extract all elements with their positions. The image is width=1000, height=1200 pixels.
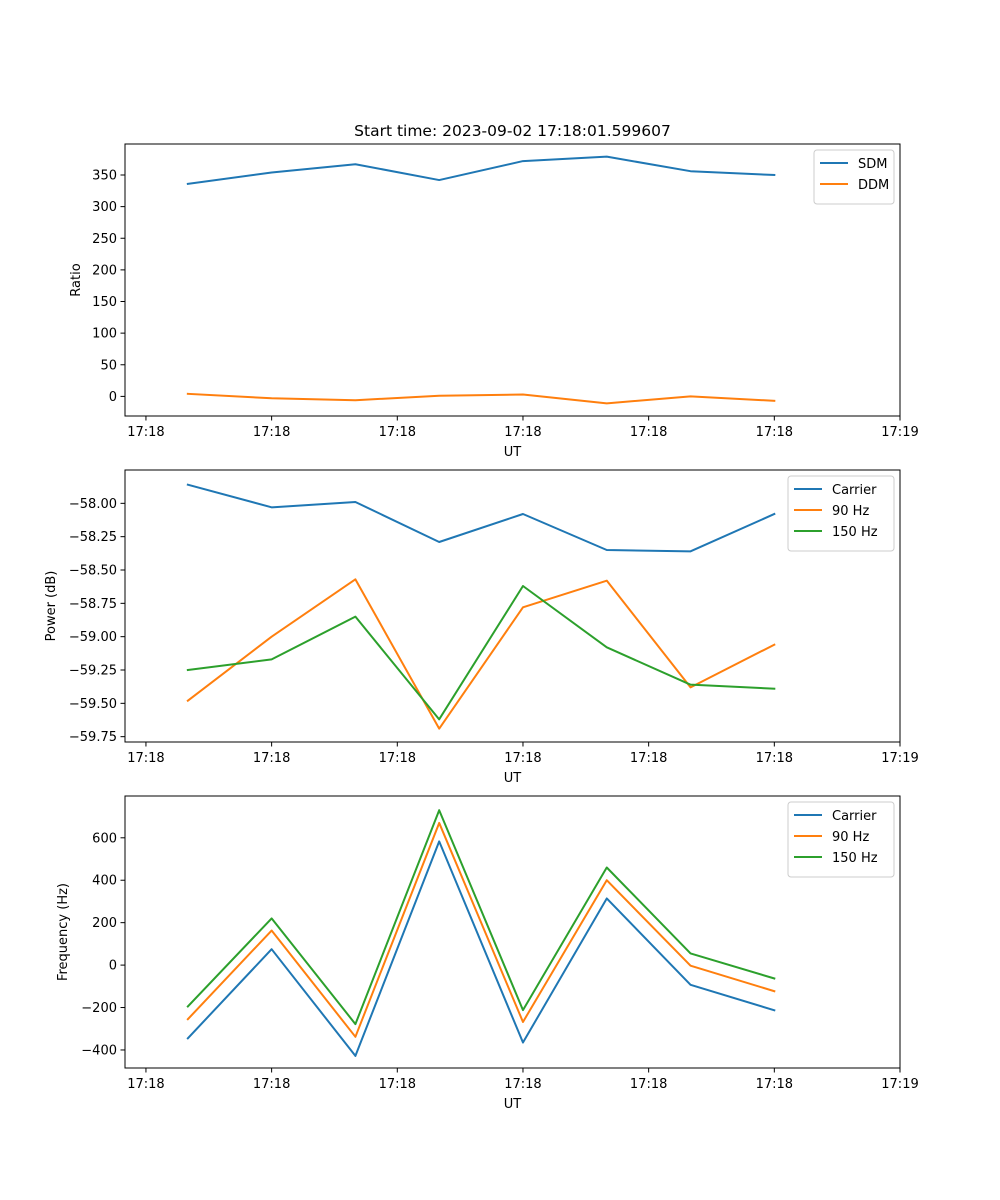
- y-tick-label: 150: [92, 295, 117, 310]
- y-tick-label: −400: [81, 1043, 117, 1058]
- x-tick-label: 17:18: [756, 1077, 793, 1092]
- y-axis-label: Frequency (Hz): [56, 883, 71, 981]
- x-tick-label: 17:18: [379, 751, 416, 766]
- x-tick-label: 17:18: [504, 751, 541, 766]
- x-axis-label: UT: [504, 445, 522, 460]
- series-line-150-hz: [186, 809, 776, 1026]
- axes-frame: [124, 795, 901, 1069]
- legend-label: 90 Hz: [832, 504, 869, 519]
- y-tick-label: 50: [100, 358, 117, 373]
- y-tick-label: 400: [92, 874, 117, 889]
- legend-label: 90 Hz: [832, 830, 869, 845]
- y-tick-label: −59.50: [69, 697, 117, 712]
- y-tick-label: 100: [92, 327, 117, 342]
- x-tick-label: 17:18: [630, 425, 667, 440]
- series-line-sdm: [186, 155, 776, 185]
- y-tick-label: −59.25: [69, 664, 117, 679]
- x-tick-label: 17:18: [756, 425, 793, 440]
- y-tick-label: 600: [92, 831, 117, 846]
- x-tick-label: 17:18: [630, 751, 667, 766]
- x-tick-label: 17:18: [379, 425, 416, 440]
- y-tick-label: −58.00: [69, 497, 117, 512]
- axes-frame: [124, 143, 901, 417]
- x-tick-label: 17:18: [127, 1077, 164, 1092]
- y-tick-label: −58.75: [69, 597, 117, 612]
- legend: Carrier 90 Hz 150 Hz: [787, 475, 895, 552]
- legend: SDM DDM: [813, 149, 895, 205]
- panel-2: 17:18 17:18 17:18 17:18 17:18 17:18 17:19 −58.0…: [44, 469, 919, 786]
- legend-label: SDM: [858, 157, 887, 172]
- x-tick-label: 17:18: [127, 425, 164, 440]
- legend-label: 150 Hz: [832, 851, 878, 866]
- panel-1: 17:18 17:18 17:18 17:18 17:18 17:18 17:19 0 50 10…: [69, 122, 919, 460]
- y-tick-label: 250: [92, 232, 117, 247]
- x-tick-label: 17:19: [881, 751, 918, 766]
- y-tick-label: −58.25: [69, 530, 117, 545]
- y-axis-label: Ratio: [69, 263, 84, 296]
- panels: 17:18 17:18 17:18 17:18 17:18 17:18 17:19 0 50 10…: [44, 122, 919, 1112]
- y-tick-label: 300: [92, 200, 117, 215]
- x-tick-label: 17:19: [881, 1077, 918, 1092]
- y-axis-label: Power (dB): [44, 571, 59, 642]
- legend-label: 150 Hz: [832, 525, 878, 540]
- y-tick-label: 0: [109, 959, 117, 974]
- y-tick-label: 200: [92, 916, 117, 931]
- y-tick-label: −59.75: [69, 730, 117, 745]
- x-tick-label: 17:18: [127, 751, 164, 766]
- x-axis-label: UT: [504, 771, 522, 786]
- x-tick-label: 17:18: [504, 1077, 541, 1092]
- legend: Carrier 90 Hz 150 Hz: [787, 801, 895, 878]
- x-tick-label: 17:18: [630, 1077, 667, 1092]
- series-line-ddm: [186, 392, 776, 405]
- x-tick-label: 17:18: [253, 1077, 290, 1092]
- panel-3: 17:18 17:18 17:18 17:18 17:18 17:18 17:19 −400 −…: [56, 795, 919, 1112]
- legend-label: Carrier: [832, 483, 877, 498]
- x-tick-label: 17:18: [253, 751, 290, 766]
- series-line-carrier: [186, 483, 776, 553]
- legend-box: [787, 475, 895, 552]
- y-tick-label: 200: [92, 263, 117, 278]
- x-tick-label: 17:18: [504, 425, 541, 440]
- y-tick-label: −59.00: [69, 630, 117, 645]
- legend-label: Carrier: [832, 809, 877, 824]
- x-tick-label: 17:18: [379, 1077, 416, 1092]
- x-tick-label: 17:19: [881, 425, 918, 440]
- x-axis-label: UT: [504, 1097, 522, 1112]
- series-line-150-hz: [186, 585, 776, 721]
- x-tick-label: 17:18: [253, 425, 290, 440]
- chart-title: Start time: 2023-09-02 17:18:01.599607: [354, 122, 671, 140]
- series-line-90-hz: [186, 821, 776, 1038]
- series-line-90-hz: [186, 578, 776, 730]
- legend-label: DDM: [858, 178, 889, 193]
- legend-box: [787, 801, 895, 878]
- y-tick-label: 350: [92, 168, 117, 183]
- y-tick-label: −58.50: [69, 564, 117, 579]
- y-tick-label: 0: [109, 390, 117, 405]
- x-tick-label: 17:18: [756, 751, 793, 766]
- axes-frame: [124, 469, 901, 743]
- series-line-carrier: [186, 840, 776, 1057]
- y-tick-label: −200: [81, 1001, 117, 1016]
